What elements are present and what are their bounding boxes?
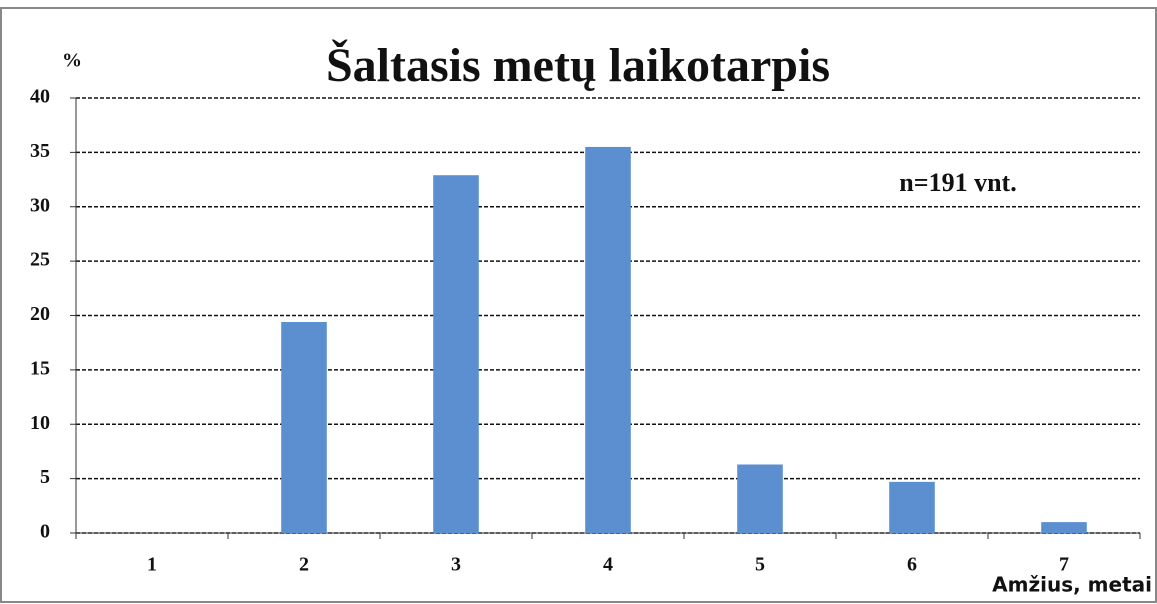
frame: [0, 7, 1157, 603]
y-axis-label: %: [62, 50, 82, 72]
y-tick-label: 10: [30, 412, 50, 434]
x-tick-label: 1: [147, 554, 157, 576]
y-tick-label: 40: [30, 86, 50, 108]
bar: [433, 175, 479, 533]
x-tick-label: 7: [1059, 554, 1069, 576]
x-tick-label: 6: [907, 554, 917, 576]
y-tick-label: 5: [40, 466, 50, 488]
x-tick-label: 2: [299, 554, 309, 576]
bar: [889, 481, 935, 533]
y-tick-label: 15: [30, 357, 50, 379]
annotation: n=191 vnt.: [899, 168, 1016, 197]
bar: [281, 322, 327, 533]
x-tick-label: 3: [451, 554, 461, 576]
x-tick-label: 5: [755, 554, 765, 576]
bar: [1041, 522, 1087, 533]
x-tick-label: 4: [603, 554, 613, 576]
x-axis-label: Amžius, metai: [992, 573, 1152, 597]
y-tick-label: 30: [30, 194, 50, 216]
y-tick-label: 35: [30, 140, 50, 162]
y-tick-label: 20: [30, 303, 50, 325]
y-tick-label: 0: [40, 521, 50, 543]
bar: [585, 146, 631, 533]
bar: [737, 464, 783, 533]
y-tick-label: 25: [30, 249, 50, 271]
chart-title: Šaltasis metų laikotarpis: [326, 38, 830, 92]
